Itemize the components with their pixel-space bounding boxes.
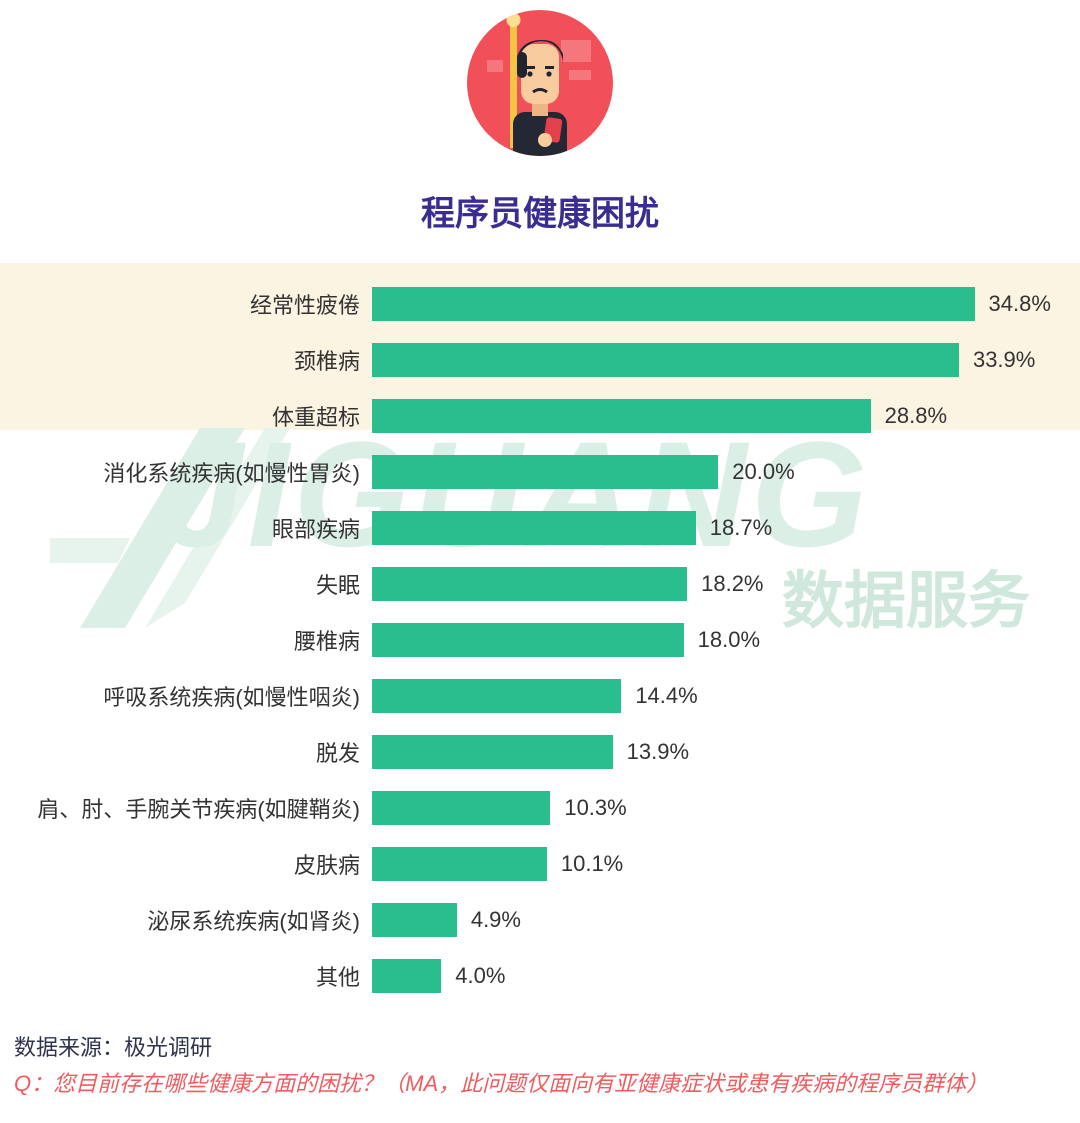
bar-row: 肩、肘、手腕关节疾病(如腱鞘炎) 10.3% — [0, 780, 1080, 836]
chart-title: 程序员健康困扰 — [421, 195, 659, 233]
bar — [372, 623, 684, 657]
bar-row: 体重超标 28.8% — [0, 388, 1080, 444]
bar-area: 28.8% — [372, 399, 978, 433]
bar-row: 其他 4.0% — [0, 948, 1080, 1004]
value-label: 14.4% — [635, 683, 698, 708]
bar-row: 皮肤病 10.1% — [0, 836, 1080, 892]
category-label: 颈椎病 — [293, 349, 360, 374]
bar-area: 18.7% — [372, 511, 978, 545]
bar-row: 消化系统疾病(如慢性胃炎) 20.0% — [0, 444, 1080, 500]
bar — [372, 735, 613, 769]
bar — [372, 287, 975, 321]
bar-area: 18.2% — [372, 567, 978, 601]
bar — [372, 455, 719, 489]
value-label: 18.7% — [709, 515, 773, 540]
category-label: 眼部疾病 — [271, 517, 360, 542]
bar-row: 失眠 18.2% — [0, 556, 1080, 612]
bar-area: 10.1% — [372, 847, 978, 881]
category-label: 呼吸系统疾病(如慢性咽炎) — [103, 685, 360, 710]
bar-row: 颈椎病 33.9% — [0, 332, 1080, 388]
bar-area: 4.9% — [372, 903, 978, 937]
bar — [372, 679, 622, 713]
bar-area: 34.8% — [372, 287, 1051, 321]
bar — [372, 791, 551, 825]
value-label: 18.0% — [697, 627, 761, 652]
category-label: 失眠 — [315, 573, 360, 598]
bar — [372, 903, 457, 937]
bar-area: 13.9% — [372, 735, 978, 769]
bar — [372, 511, 696, 545]
category-label: 脱发 — [315, 741, 360, 766]
category-label: 泌尿系统疾病(如肾炎) — [147, 909, 360, 934]
value-label: 33.9% — [972, 347, 1036, 372]
value-label: 28.8% — [884, 403, 948, 428]
category-label: 体重超标 — [271, 405, 360, 430]
value-label: 34.8% — [988, 291, 1051, 316]
bar-row: 脱发 13.9% — [0, 724, 1080, 780]
category-label: 经常性疲倦 — [249, 293, 360, 318]
bar — [372, 343, 959, 377]
bar-row: 呼吸系统疾病(如慢性咽炎) 14.4% — [0, 668, 1080, 724]
category-label: 肩、肘、手腕关节疾病(如腱鞘炎) — [37, 797, 360, 822]
category-label: 消化系统疾病(如慢性胃炎) — [103, 461, 360, 486]
bar — [372, 399, 871, 433]
bar — [372, 847, 547, 881]
bar-area: 18.0% — [372, 623, 978, 657]
value-label: 18.2% — [701, 571, 764, 596]
value-label: 13.9% — [626, 739, 690, 764]
bar-area: 14.4% — [372, 679, 978, 713]
bar-area: 4.0% — [372, 959, 978, 993]
value-label: 10.3% — [564, 795, 627, 820]
survey-question-note: Q：您目前存在哪些健康方面的困扰？（MA，此问题仅面向有亚健康症状或患有疾病的程… — [14, 1071, 989, 1096]
programmer-avatar-icon — [465, 8, 615, 158]
bar-row: 泌尿系统疾病(如肾炎) 4.9% — [0, 892, 1080, 948]
bar-row: 经常性疲倦 34.8% — [0, 276, 1080, 332]
bar — [372, 567, 688, 601]
value-label: 20.0% — [732, 459, 795, 484]
value-label: 4.0% — [455, 963, 506, 988]
bar-chart: 经常性疲倦 34.8% 颈椎病 33.9% 体重超标 28.8% 消化系统疾病(如慢性胃炎)… — [0, 276, 1080, 1004]
bar-area: 20.0% — [372, 455, 978, 489]
bar — [372, 959, 442, 993]
bar-row: 眼部疾病 18.7% — [0, 500, 1080, 556]
category-label: 其他 — [315, 965, 360, 990]
value-label: 4.9% — [470, 907, 521, 932]
bar-area: 10.3% — [372, 791, 978, 825]
value-label: 10.1% — [560, 851, 624, 876]
category-label: 腰椎病 — [293, 629, 360, 654]
bar-area: 33.9% — [372, 343, 1035, 377]
category-label: 皮肤病 — [293, 853, 360, 878]
bar-row: 腰椎病 18.0% — [0, 612, 1080, 668]
data-source-note: 数据来源：极光调研 — [14, 1035, 213, 1060]
